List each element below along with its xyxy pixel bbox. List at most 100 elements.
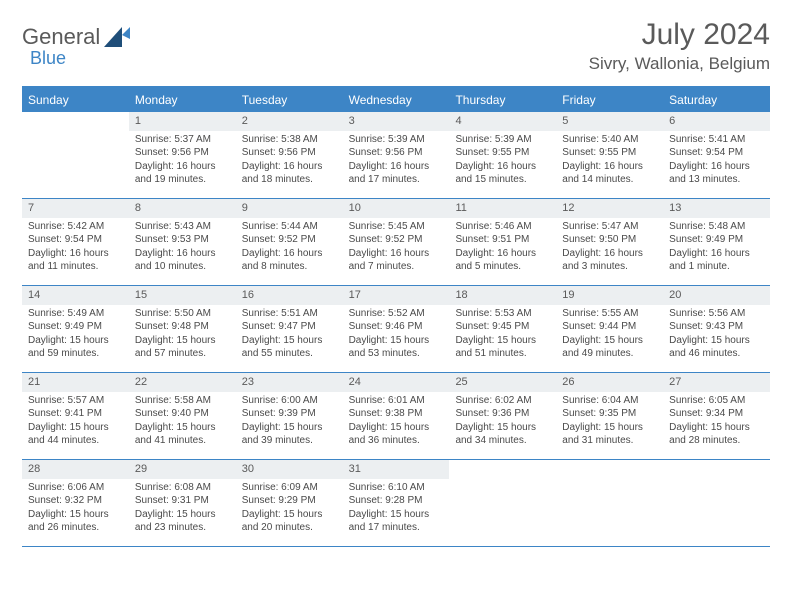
sunset-text: Sunset: 9:55 PM [455, 146, 550, 160]
day-number: 11 [449, 199, 556, 218]
sunrise-text: Sunrise: 6:09 AM [242, 481, 337, 495]
sunset-text: Sunset: 9:49 PM [28, 320, 123, 334]
day-cell: 19Sunrise: 5:55 AMSunset: 9:44 PMDayligh… [556, 286, 663, 372]
day-number: 31 [343, 460, 450, 479]
daylight-text: Daylight: 15 hours and 59 minutes. [28, 334, 123, 361]
sunrise-text: Sunrise: 5:56 AM [669, 307, 764, 321]
day-body: Sunrise: 5:38 AMSunset: 9:56 PMDaylight:… [236, 131, 343, 191]
day-number: 7 [22, 199, 129, 218]
sunrise-text: Sunrise: 5:53 AM [455, 307, 550, 321]
day-cell: 28Sunrise: 6:06 AMSunset: 9:32 PMDayligh… [22, 460, 129, 546]
week-row: 28Sunrise: 6:06 AMSunset: 9:32 PMDayligh… [22, 460, 770, 547]
day-number: 26 [556, 373, 663, 392]
week-row: 14Sunrise: 5:49 AMSunset: 9:49 PMDayligh… [22, 286, 770, 373]
sunrise-text: Sunrise: 5:45 AM [349, 220, 444, 234]
week-row: 21Sunrise: 5:57 AMSunset: 9:41 PMDayligh… [22, 373, 770, 460]
sunrise-text: Sunrise: 5:46 AM [455, 220, 550, 234]
day-body: Sunrise: 5:37 AMSunset: 9:56 PMDaylight:… [129, 131, 236, 191]
daylight-text: Daylight: 15 hours and 51 minutes. [455, 334, 550, 361]
daylight-text: Daylight: 16 hours and 15 minutes. [455, 160, 550, 187]
day-cell [663, 460, 770, 546]
month-title: July 2024 [589, 18, 770, 52]
day-body: Sunrise: 6:00 AMSunset: 9:39 PMDaylight:… [236, 392, 343, 452]
day-number: 20 [663, 286, 770, 305]
day-cell: 4Sunrise: 5:39 AMSunset: 9:55 PMDaylight… [449, 112, 556, 198]
day-cell: 30Sunrise: 6:09 AMSunset: 9:29 PMDayligh… [236, 460, 343, 546]
sunrise-text: Sunrise: 6:02 AM [455, 394, 550, 408]
sunrise-text: Sunrise: 5:43 AM [135, 220, 230, 234]
sunrise-text: Sunrise: 6:10 AM [349, 481, 444, 495]
day-header-tue: Tuesday [236, 88, 343, 112]
day-number: 18 [449, 286, 556, 305]
sunset-text: Sunset: 9:28 PM [349, 494, 444, 508]
daylight-text: Daylight: 15 hours and 49 minutes. [562, 334, 657, 361]
day-body: Sunrise: 5:56 AMSunset: 9:43 PMDaylight:… [663, 305, 770, 365]
day-body: Sunrise: 5:52 AMSunset: 9:46 PMDaylight:… [343, 305, 450, 365]
sunrise-text: Sunrise: 6:01 AM [349, 394, 444, 408]
day-cell: 17Sunrise: 5:52 AMSunset: 9:46 PMDayligh… [343, 286, 450, 372]
day-headers: Sunday Monday Tuesday Wednesday Thursday… [22, 88, 770, 112]
day-cell: 24Sunrise: 6:01 AMSunset: 9:38 PMDayligh… [343, 373, 450, 459]
day-body: Sunrise: 6:08 AMSunset: 9:31 PMDaylight:… [129, 479, 236, 539]
logo: General Blue [22, 18, 130, 50]
day-number: 2 [236, 112, 343, 131]
sunrise-text: Sunrise: 5:55 AM [562, 307, 657, 321]
day-cell: 22Sunrise: 5:58 AMSunset: 9:40 PMDayligh… [129, 373, 236, 459]
daylight-text: Daylight: 16 hours and 13 minutes. [669, 160, 764, 187]
daylight-text: Daylight: 16 hours and 18 minutes. [242, 160, 337, 187]
day-number: 21 [22, 373, 129, 392]
daylight-text: Daylight: 16 hours and 3 minutes. [562, 247, 657, 274]
sunrise-text: Sunrise: 5:42 AM [28, 220, 123, 234]
daylight-text: Daylight: 16 hours and 11 minutes. [28, 247, 123, 274]
day-body: Sunrise: 5:41 AMSunset: 9:54 PMDaylight:… [663, 131, 770, 191]
day-body: Sunrise: 5:57 AMSunset: 9:41 PMDaylight:… [22, 392, 129, 452]
day-number: 4 [449, 112, 556, 131]
location: Sivry, Wallonia, Belgium [589, 54, 770, 74]
day-number: 3 [343, 112, 450, 131]
sunset-text: Sunset: 9:32 PM [28, 494, 123, 508]
sunset-text: Sunset: 9:52 PM [349, 233, 444, 247]
day-cell: 13Sunrise: 5:48 AMSunset: 9:49 PMDayligh… [663, 199, 770, 285]
day-body: Sunrise: 5:58 AMSunset: 9:40 PMDaylight:… [129, 392, 236, 452]
daylight-text: Daylight: 15 hours and 31 minutes. [562, 421, 657, 448]
day-cell: 16Sunrise: 5:51 AMSunset: 9:47 PMDayligh… [236, 286, 343, 372]
day-body: Sunrise: 6:09 AMSunset: 9:29 PMDaylight:… [236, 479, 343, 539]
day-body: Sunrise: 6:06 AMSunset: 9:32 PMDaylight:… [22, 479, 129, 539]
day-cell [22, 112, 129, 198]
day-number: 27 [663, 373, 770, 392]
sunset-text: Sunset: 9:54 PM [669, 146, 764, 160]
day-cell: 26Sunrise: 6:04 AMSunset: 9:35 PMDayligh… [556, 373, 663, 459]
day-body: Sunrise: 6:01 AMSunset: 9:38 PMDaylight:… [343, 392, 450, 452]
daylight-text: Daylight: 16 hours and 17 minutes. [349, 160, 444, 187]
sunrise-text: Sunrise: 5:57 AM [28, 394, 123, 408]
day-cell [449, 460, 556, 546]
sunset-text: Sunset: 9:52 PM [242, 233, 337, 247]
sunset-text: Sunset: 9:43 PM [669, 320, 764, 334]
day-body: Sunrise: 5:39 AMSunset: 9:55 PMDaylight:… [449, 131, 556, 191]
day-cell: 3Sunrise: 5:39 AMSunset: 9:56 PMDaylight… [343, 112, 450, 198]
day-cell: 9Sunrise: 5:44 AMSunset: 9:52 PMDaylight… [236, 199, 343, 285]
logo-triangle-icon [104, 27, 130, 47]
day-header-wed: Wednesday [343, 88, 450, 112]
day-cell: 21Sunrise: 5:57 AMSunset: 9:41 PMDayligh… [22, 373, 129, 459]
sunset-text: Sunset: 9:29 PM [242, 494, 337, 508]
daylight-text: Daylight: 15 hours and 17 minutes. [349, 508, 444, 535]
day-body: Sunrise: 5:46 AMSunset: 9:51 PMDaylight:… [449, 218, 556, 278]
day-number: 8 [129, 199, 236, 218]
day-cell: 29Sunrise: 6:08 AMSunset: 9:31 PMDayligh… [129, 460, 236, 546]
day-header-sun: Sunday [22, 88, 129, 112]
day-body: Sunrise: 5:40 AMSunset: 9:55 PMDaylight:… [556, 131, 663, 191]
daylight-text: Daylight: 15 hours and 39 minutes. [242, 421, 337, 448]
day-number: 13 [663, 199, 770, 218]
sunrise-text: Sunrise: 5:40 AM [562, 133, 657, 147]
day-body: Sunrise: 6:02 AMSunset: 9:36 PMDaylight:… [449, 392, 556, 452]
daylight-text: Daylight: 16 hours and 1 minute. [669, 247, 764, 274]
day-cell: 2Sunrise: 5:38 AMSunset: 9:56 PMDaylight… [236, 112, 343, 198]
day-header-thu: Thursday [449, 88, 556, 112]
sunset-text: Sunset: 9:51 PM [455, 233, 550, 247]
title-block: July 2024 Sivry, Wallonia, Belgium [589, 18, 770, 74]
sunrise-text: Sunrise: 6:08 AM [135, 481, 230, 495]
sunrise-text: Sunrise: 5:50 AM [135, 307, 230, 321]
sunset-text: Sunset: 9:40 PM [135, 407, 230, 421]
sunset-text: Sunset: 9:48 PM [135, 320, 230, 334]
